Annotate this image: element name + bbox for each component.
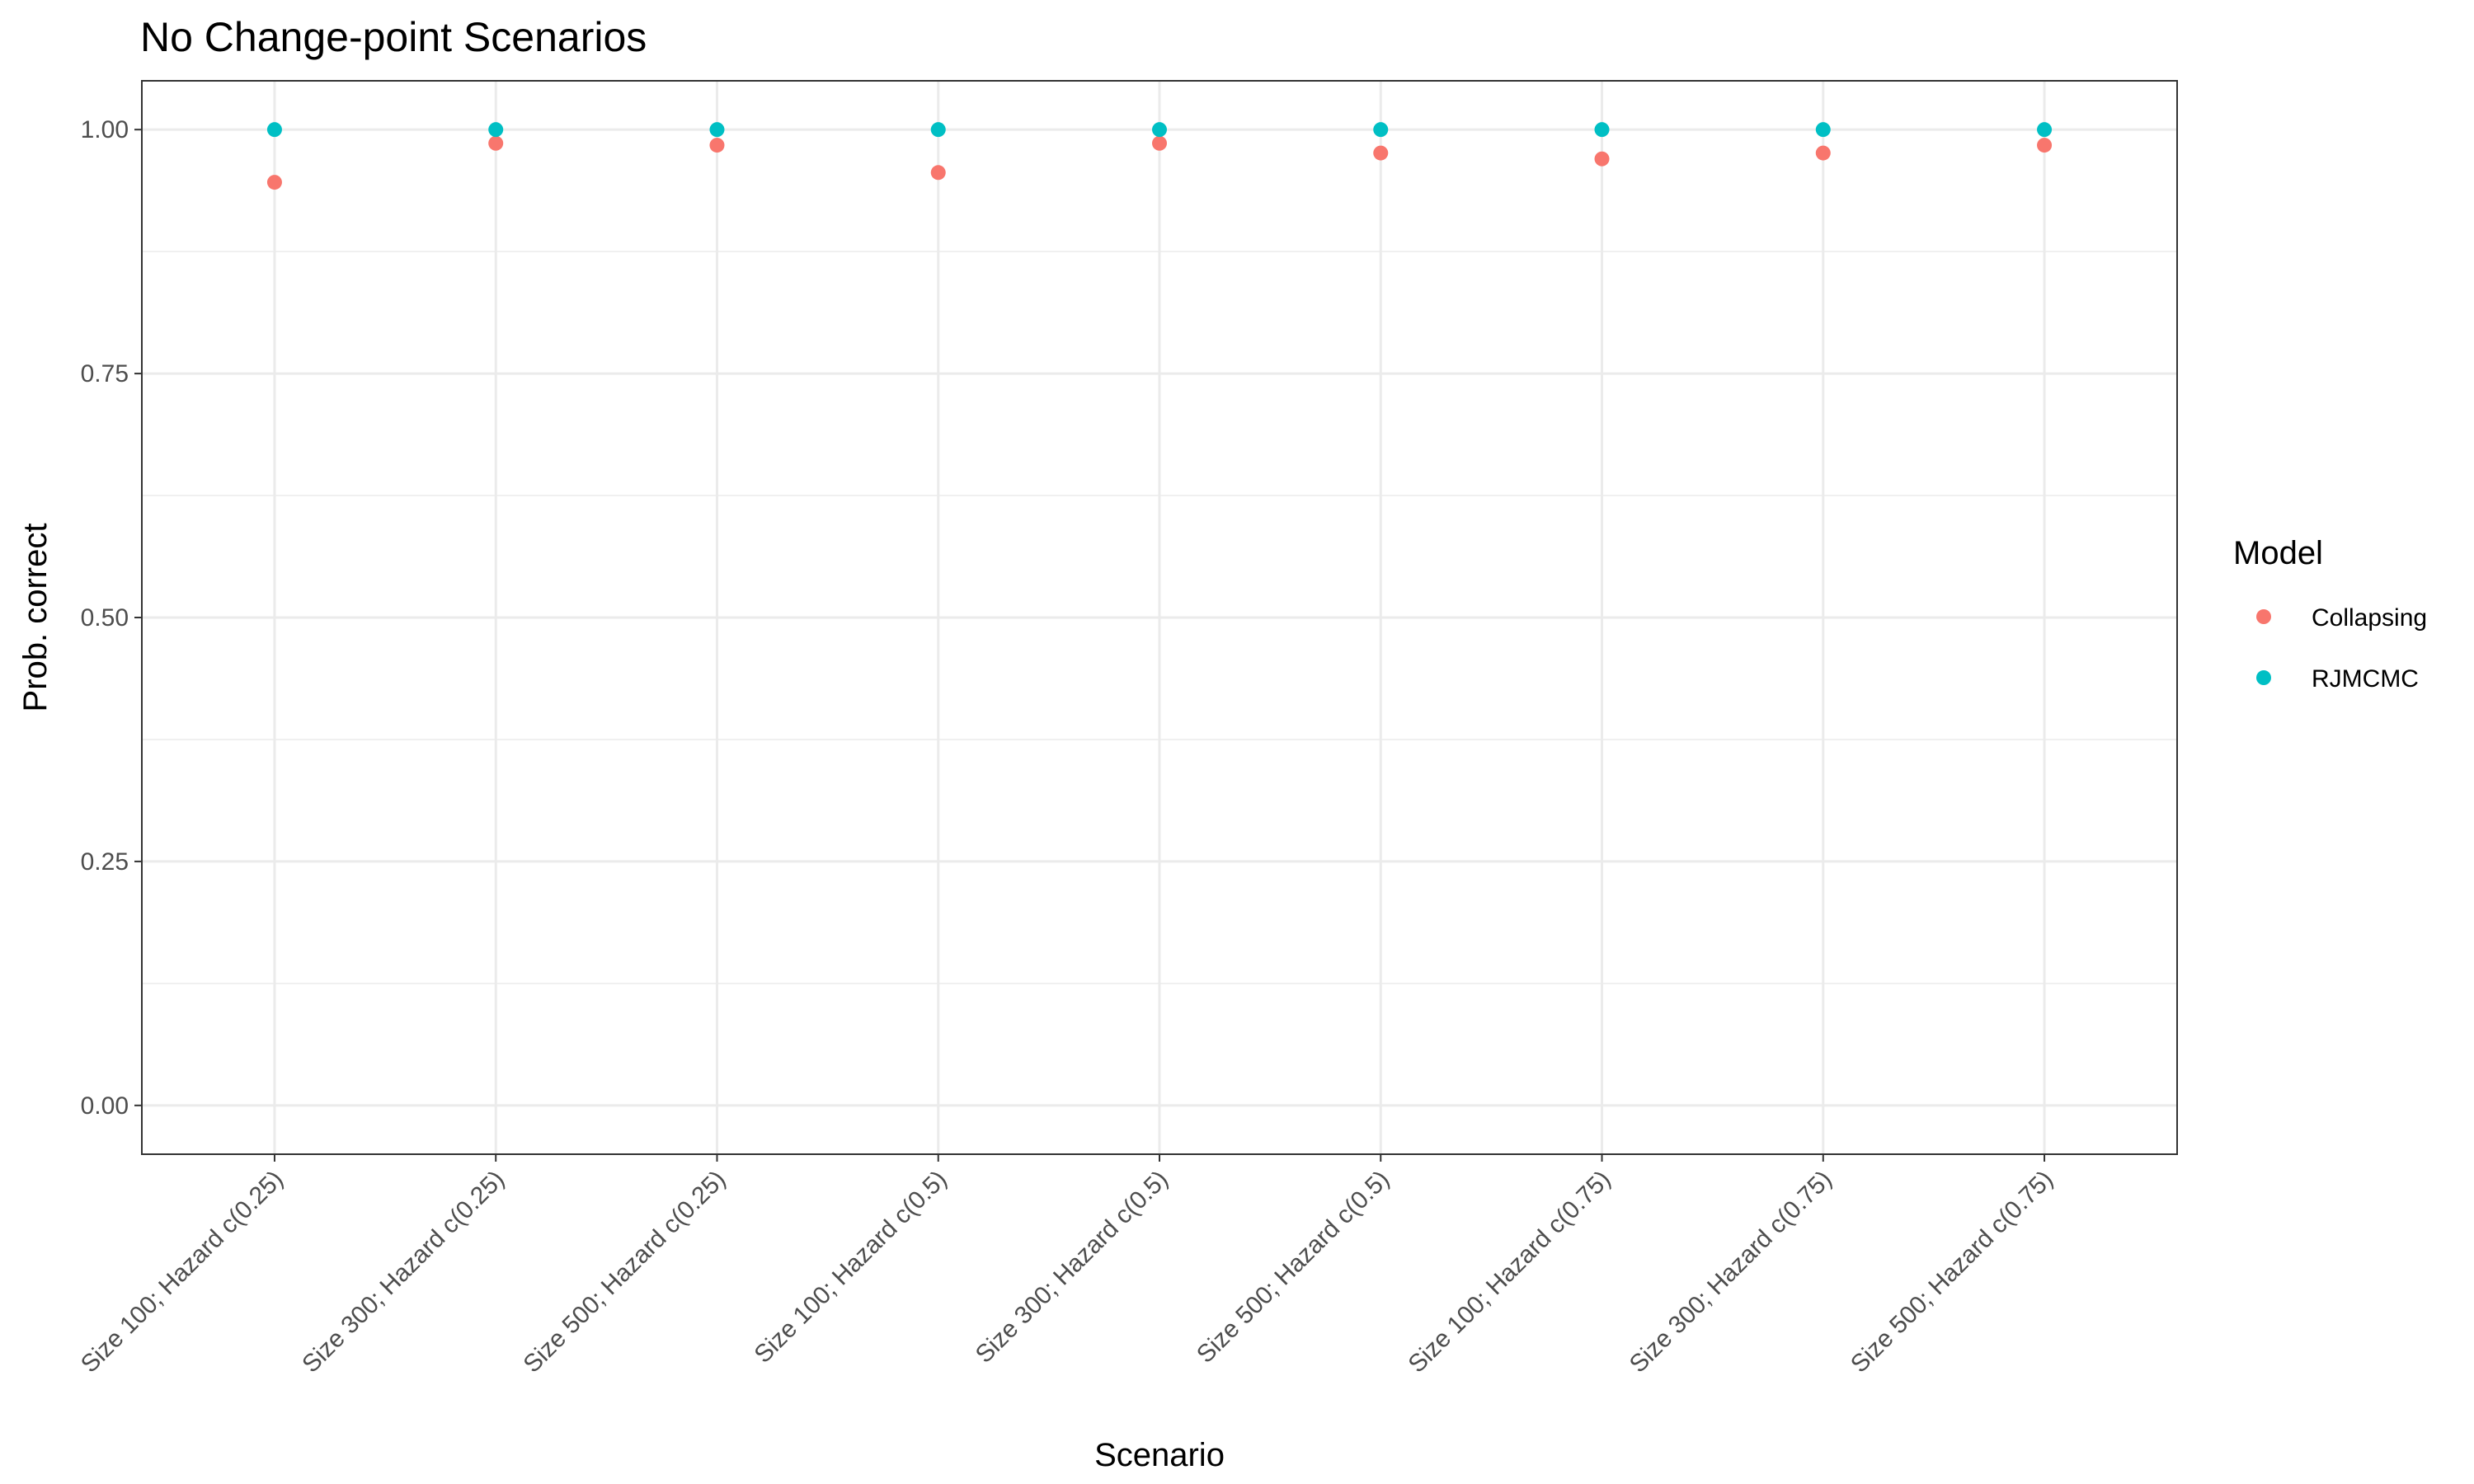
data-point xyxy=(930,165,946,181)
chart-title: No Change-point Scenarios xyxy=(140,14,647,60)
x-tick-label: Size 300; Hazard c(0.25) xyxy=(297,1166,510,1378)
data-point xyxy=(266,122,282,138)
data-point xyxy=(709,138,725,153)
data-point xyxy=(266,175,282,190)
x-tick-label: Size 100; Hazard c(0.25) xyxy=(76,1166,289,1378)
y-tick-label: 1.00 xyxy=(81,116,129,143)
x-tick-label: Size 100; Hazard c(0.75) xyxy=(1403,1166,1616,1378)
legend-label: RJMCMC xyxy=(2312,665,2419,693)
data-point xyxy=(1594,122,1610,138)
x-axis-title: Scenario xyxy=(1094,1437,1225,1473)
legend-marker xyxy=(2256,609,2271,624)
data-point xyxy=(1152,135,1167,151)
data-point xyxy=(930,122,946,138)
data-point xyxy=(2037,122,2053,138)
data-point xyxy=(1373,122,1389,138)
legend-title: Model xyxy=(2233,535,2323,571)
x-tick-label: Size 500; Hazard c(0.75) xyxy=(1846,1166,2058,1378)
data-point xyxy=(1815,122,1831,138)
legend-label: Collapsing xyxy=(2312,604,2427,632)
x-axis-ticks: Size 100; Hazard c(0.25) Size 300; Hazard… xyxy=(76,1154,2058,1378)
data-point xyxy=(709,122,725,138)
y-tick-label: 0.75 xyxy=(81,360,129,387)
x-tick-label: Size 300; Hazard c(0.75) xyxy=(1625,1166,1837,1378)
data-point xyxy=(2037,138,2053,153)
data-point xyxy=(1815,145,1831,161)
x-tick-label: Size 300; Hazard c(0.5) xyxy=(971,1166,1174,1369)
legend-items: Collapsing RJMCMC xyxy=(2256,604,2427,693)
legend: Model Collapsing RJMCMC xyxy=(2233,535,2427,693)
x-tick-label: Size 100; Hazard c(0.5) xyxy=(750,1166,952,1369)
data-points xyxy=(266,122,2053,190)
x-tick-label: Size 500; Hazard c(0.5) xyxy=(1192,1166,1395,1369)
data-point xyxy=(1373,145,1389,161)
data-point xyxy=(488,122,504,138)
data-point xyxy=(1594,151,1610,167)
x-tick-label: Size 500; Hazard c(0.25) xyxy=(518,1166,731,1378)
grid-lines xyxy=(142,81,2177,1154)
y-tick-label: 0.00 xyxy=(81,1092,129,1120)
y-axis-ticks: 0.00 0.25 0.50 0.75 1.00 xyxy=(81,116,142,1120)
y-tick-label: 0.50 xyxy=(81,604,129,632)
data-point xyxy=(1152,122,1167,138)
legend-marker xyxy=(2256,670,2271,685)
data-point xyxy=(488,135,504,151)
y-axis-title: Prob. correct xyxy=(17,524,54,712)
y-tick-label: 0.25 xyxy=(81,848,129,876)
